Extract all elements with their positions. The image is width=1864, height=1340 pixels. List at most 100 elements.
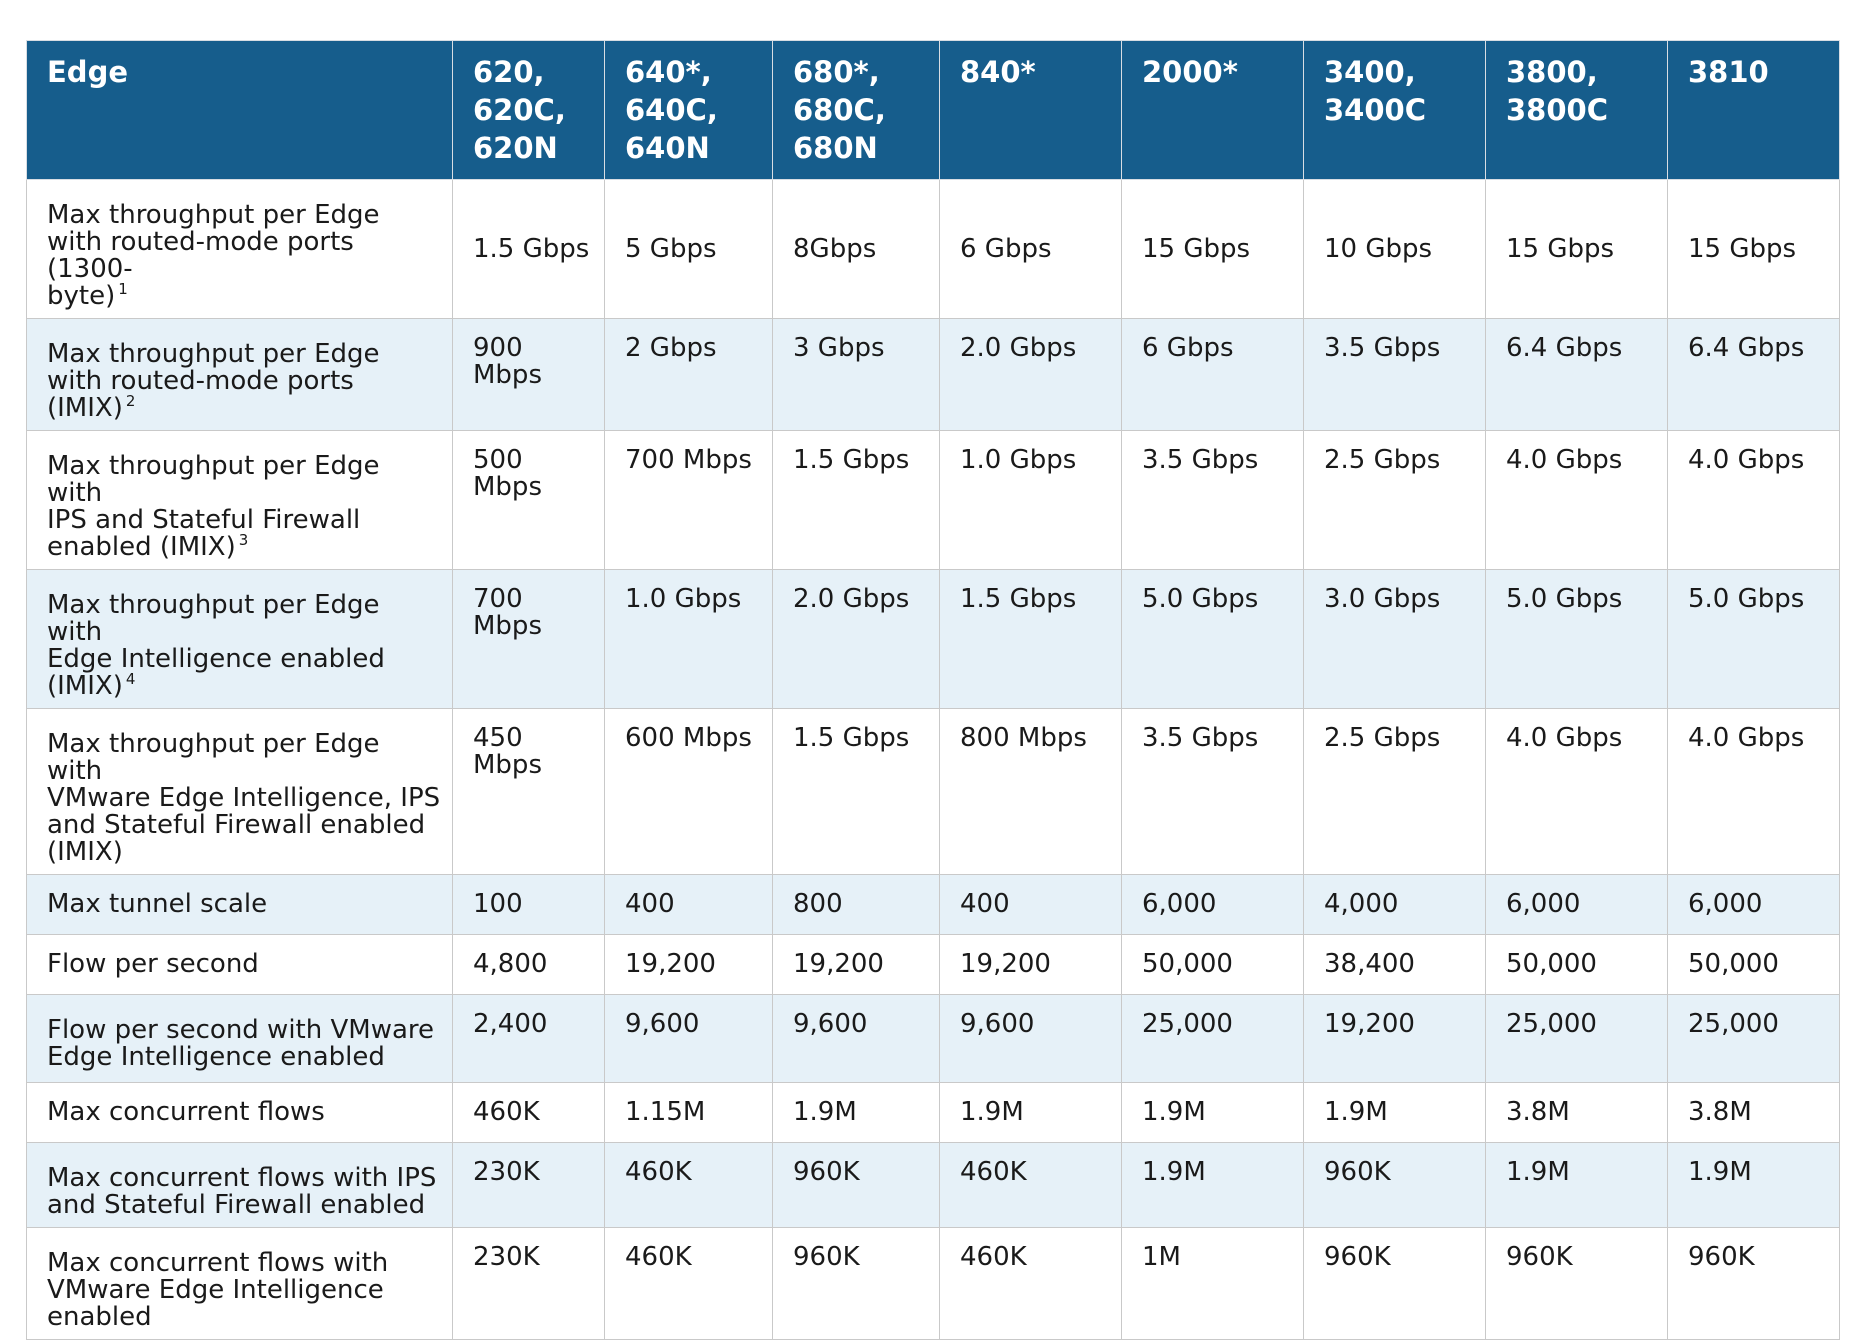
table-cell: 15 Gbps [1121, 179, 1304, 319]
row-label: Max tunnel scale [26, 874, 453, 935]
row-label-line: Edge Intelligence enabled [47, 644, 385, 674]
table-row: Max throughput per Edge with IPS and Stat… [26, 430, 1840, 570]
table-row: Max concurrent flows with VMware Edge Int… [26, 1227, 1840, 1340]
table-cell: 460K [452, 1082, 605, 1143]
table-cell: 1.5 Gbps [772, 708, 940, 875]
row-label-line: and Stateful Firewall enabled [47, 1190, 426, 1220]
header-model-7: 3810 [1667, 40, 1840, 180]
row-label: Max concurrent flows with VMware Edge Int… [26, 1227, 453, 1340]
table-cell: 460K [939, 1142, 1122, 1228]
table-cell: 960K [1667, 1227, 1840, 1340]
row-label: Max throughput per Edge with IPS and Stat… [26, 430, 453, 570]
table-cell: 100 [452, 874, 605, 935]
table-cell: 460K [604, 1142, 773, 1228]
table-cell: 3.0 Gbps [1303, 569, 1486, 709]
table-cell: 6 Gbps [1121, 318, 1304, 431]
table-cell: 50,000 [1121, 934, 1304, 995]
row-label-line: Max tunnel scale [47, 889, 268, 919]
table-cell: 960K [772, 1142, 940, 1228]
table-cell: 700 Mbps [604, 430, 773, 570]
row-label-line: IPS and Stateful Firewall [47, 505, 361, 535]
table-cell: 6.4 Gbps [1485, 318, 1668, 431]
table-cell: 600 Mbps [604, 708, 773, 875]
table-cell: 3.8M [1485, 1082, 1668, 1143]
table-cell: 800 [772, 874, 940, 935]
table-cell: 6,000 [1121, 874, 1304, 935]
table-cell: 1.9M [772, 1082, 940, 1143]
table-cell: 9,600 [772, 994, 940, 1083]
table-cell: 2.0 Gbps [772, 569, 940, 709]
table-cell: 2,400 [452, 994, 605, 1083]
table-cell: 6 Gbps [939, 179, 1122, 319]
row-label: Max throughput per Edge with VMware Edge … [26, 708, 453, 875]
table-cell: 4.0 Gbps [1485, 430, 1668, 570]
table-cell: 1.5 Gbps [452, 179, 605, 319]
table-cell: 960K [1485, 1227, 1668, 1340]
header-model-line: 680N [793, 131, 878, 165]
row-label-line: VMware Edge Intelligence [47, 1275, 384, 1305]
table-cell: 2.0 Gbps [939, 318, 1122, 431]
row-label-line: Max throughput per Edge with [47, 590, 380, 647]
footnote-marker: 3 [238, 531, 249, 549]
header-model-3: 840* [939, 40, 1122, 180]
edge-specs-table: Edge 620, 620C, 620N 640*, 640C, 640N 680*, 680… [26, 40, 1840, 1340]
table-cell: 2.5 Gbps [1303, 708, 1486, 875]
header-model-line: 640*, [625, 55, 712, 89]
table-cell: 19,200 [939, 934, 1122, 995]
header-model-line: 3400, [1324, 55, 1416, 89]
row-label: Max throughput per Edge with routed-mode … [26, 179, 453, 319]
table-cell: 38,400 [1303, 934, 1486, 995]
table-cell: 1M [1121, 1227, 1304, 1340]
table-cell: 1.9M [939, 1082, 1122, 1143]
table-cell: 1.9M [1121, 1082, 1304, 1143]
footnote-marker: 2 [125, 392, 136, 410]
header-model-2: 680*, 680C, 680N [772, 40, 940, 180]
table-cell: 960K [1303, 1227, 1486, 1340]
header-model-line: 3800C [1506, 93, 1608, 127]
row-label-line: Max concurrent flows with IPS [47, 1163, 437, 1193]
table-cell: 960K [772, 1227, 940, 1340]
table-cell: 230K [452, 1142, 605, 1228]
table-cell: 25,000 [1121, 994, 1304, 1083]
header-model-line: 3800, [1506, 55, 1598, 89]
table-cell: 500 Mbps [452, 430, 605, 570]
table-cell: 3.8M [1667, 1082, 1840, 1143]
table-cell: 2 Gbps [604, 318, 773, 431]
table-cell: 19,200 [1303, 994, 1486, 1083]
header-model-line: 3400C [1324, 93, 1426, 127]
table-cell: 900 Mbps [452, 318, 605, 431]
table-cell: 1.0 Gbps [939, 430, 1122, 570]
table-cell: 1.5 Gbps [939, 569, 1122, 709]
table-cell: 1.15M [604, 1082, 773, 1143]
table-cell: 8Gbps [772, 179, 940, 319]
row-label-line: (IMIX) [47, 837, 123, 867]
table-cell: 1.0 Gbps [604, 569, 773, 709]
row-label-line: Max throughput per Edge with [47, 729, 380, 786]
row-label-line: enabled [47, 1302, 152, 1332]
header-model-line: 620, [473, 55, 545, 89]
table-row: Flow per second with VMware Edge Intellig… [26, 994, 1840, 1083]
header-model-6: 3800, 3800C [1485, 40, 1668, 180]
header-model-line: 620N [473, 131, 558, 165]
header-model-line: 840* [960, 55, 1036, 89]
table-cell: 450 Mbps [452, 708, 605, 875]
table-cell: 5.0 Gbps [1121, 569, 1304, 709]
header-model-line: 640N [625, 131, 710, 165]
table-row: Max tunnel scale 100 400 800 400 6,000 4,000 6,… [26, 874, 1840, 935]
table-cell: 50,000 [1485, 934, 1668, 995]
table-cell: 3.5 Gbps [1121, 430, 1304, 570]
table-cell: 1.9M [1121, 1142, 1304, 1228]
table-cell: 6,000 [1485, 874, 1668, 935]
table-cell: 4.0 Gbps [1485, 708, 1668, 875]
table-cell: 15 Gbps [1485, 179, 1668, 319]
table-row: Max concurrent flows 460K 1.15M 1.9M 1.9M 1.9… [26, 1082, 1840, 1143]
row-label-line: with routed-mode ports (1300- [47, 227, 354, 284]
table-row: Max throughput per Edge with VMware Edge … [26, 708, 1840, 875]
table-cell: 15 Gbps [1667, 179, 1840, 319]
row-label-line: enabled (IMIX) [47, 532, 236, 562]
table-cell: 2.5 Gbps [1303, 430, 1486, 570]
header-model-line: 680C, [793, 93, 886, 127]
row-label-line: Edge Intelligence enabled [47, 1042, 385, 1072]
row-label-line: Max concurrent flows [47, 1097, 325, 1127]
row-label: Max throughput per Edge with Edge Intelli… [26, 569, 453, 709]
